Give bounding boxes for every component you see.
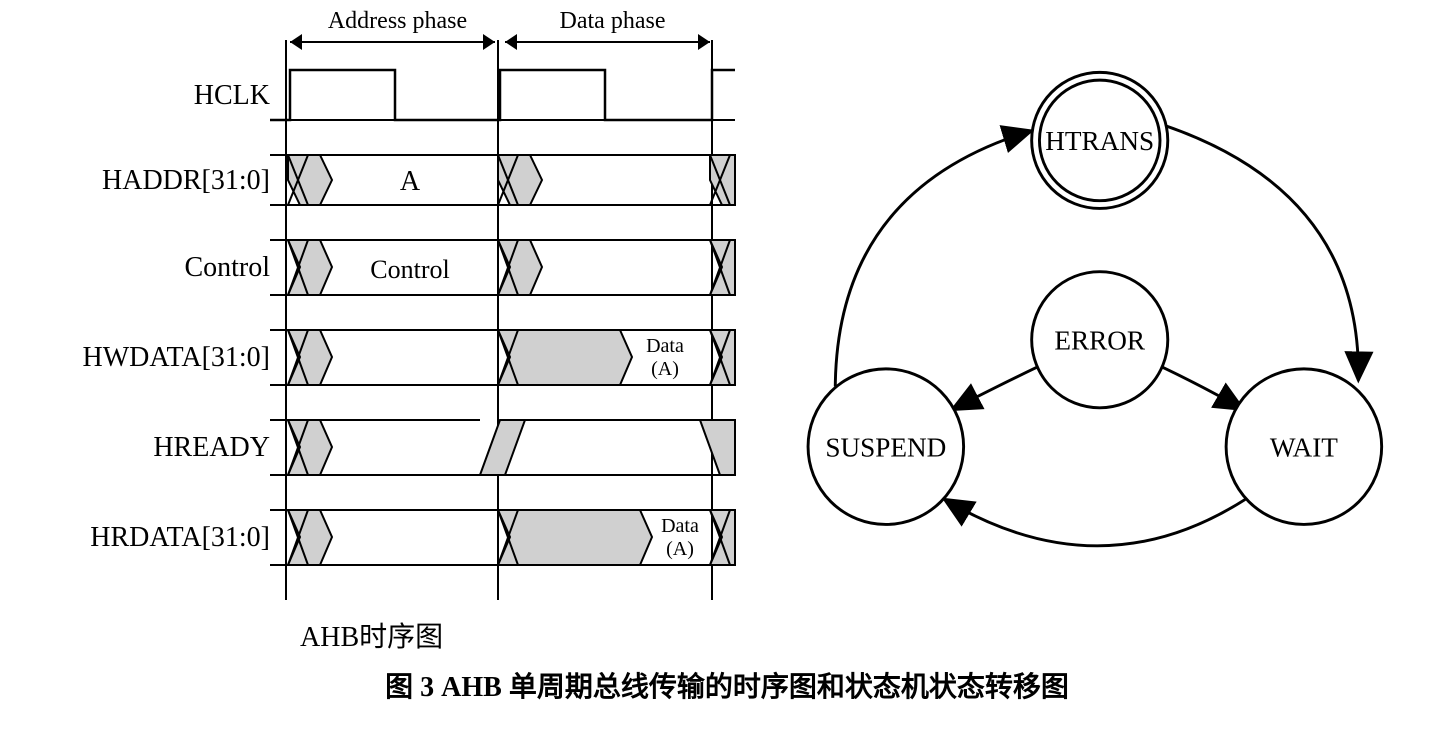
edge-wait-suspend (944, 499, 1245, 546)
control-wave: Control (270, 240, 735, 295)
hwdata-label: HWDATA[31:0] (0, 342, 270, 374)
state-machine-diagram: HTRANS ERROR SUSPEND WAIT (740, 0, 1440, 660)
haddr-value: A (400, 166, 421, 197)
node-htrans: HTRANS (1032, 72, 1168, 208)
hclk-label: HCLK (0, 80, 270, 112)
hready-label: HREADY (0, 432, 270, 464)
haddr-wave: A (270, 155, 735, 205)
edge-error-wait (1162, 367, 1244, 410)
hclk-wave (270, 70, 735, 120)
edge-suspend-htrans (835, 131, 1031, 387)
control-label: Control (0, 252, 270, 284)
hwdata-value-l2: (A) (651, 358, 679, 380)
hrdata-value-l1: Data (661, 515, 699, 537)
main-container: Address phase Data phase (0, 0, 1454, 660)
node-wait-label: WAIT (1270, 432, 1338, 462)
hrdata-label: HRDATA[31:0] (0, 522, 270, 554)
timing-diagram: Address phase Data phase (0, 0, 740, 660)
hrdata-value-l2: (A) (666, 538, 694, 560)
node-suspend-label: SUSPEND (825, 432, 946, 462)
timing-sub-caption: AHB时序图 (300, 615, 443, 655)
hwdata-wave: Data (A) (270, 330, 735, 385)
control-value: Control (370, 255, 449, 284)
hready-wave (270, 420, 735, 475)
node-error-label: ERROR (1054, 325, 1146, 355)
edge-htrans-wait (1166, 126, 1359, 381)
node-htrans-label: HTRANS (1045, 126, 1154, 156)
node-error: ERROR (1032, 272, 1168, 408)
haddr-label: HADDR[31:0] (0, 165, 270, 197)
hrdata-wave: Data (A) (270, 510, 735, 565)
hwdata-value-l1: Data (646, 335, 684, 357)
node-wait: WAIT (1226, 369, 1382, 525)
edge-error-suspend (952, 367, 1038, 410)
figure-caption: 图 3 AHB 单周期总线传输的时序图和状态机状态转移图 (0, 665, 1454, 705)
node-suspend: SUSPEND (808, 369, 964, 525)
state-svg: HTRANS ERROR SUSPEND WAIT (740, 0, 1440, 660)
